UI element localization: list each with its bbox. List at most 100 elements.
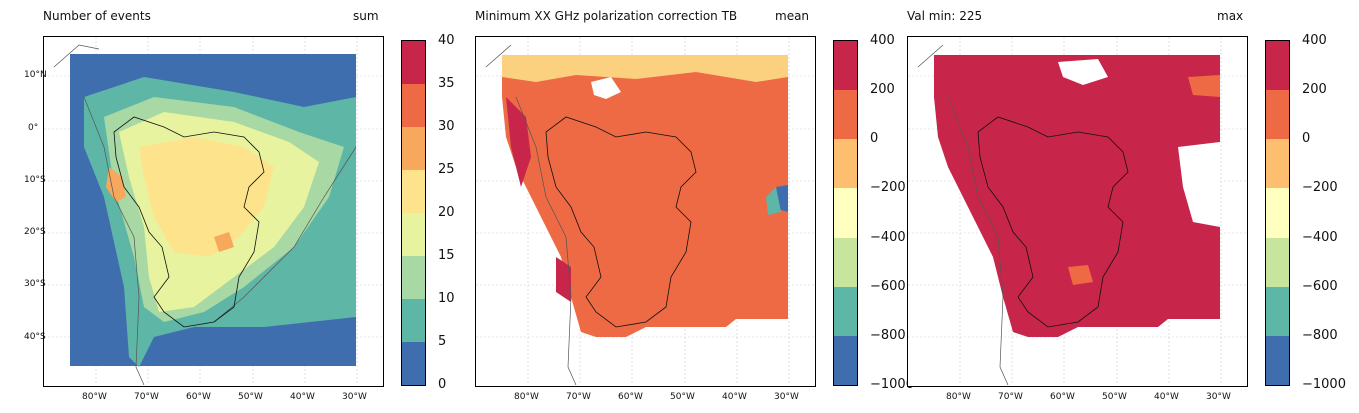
lon-tick: 40°W [1154, 392, 1179, 402]
colorbar-tick: −400 [870, 230, 906, 245]
colorbar-tick: 35 [438, 76, 455, 91]
coastline [917, 44, 1009, 385]
lon-tick: 70°W [998, 392, 1023, 402]
colorbar-tick: −600 [1302, 279, 1338, 294]
colorbar-tick: 10 [438, 291, 455, 306]
colorbar-segment [834, 286, 857, 336]
colorbar-tick: 15 [438, 248, 455, 263]
speckle-green [766, 187, 781, 215]
colorbar-tick: 400 [870, 33, 895, 48]
colorbar-segment [1266, 139, 1289, 189]
colorbar-tick: −800 [1302, 328, 1338, 343]
colorbar-tick: −400 [1302, 230, 1338, 245]
colorbar-tick: 20 [438, 205, 455, 220]
speckle-orange2 [1068, 265, 1093, 285]
colorbar-segment [402, 41, 425, 84]
lon-tick: 50°W [670, 392, 695, 402]
colorbar-tick: 0 [870, 131, 879, 146]
colorbar-tick: −800 [870, 328, 906, 343]
colorbar-segment [1266, 41, 1289, 91]
colorbar-tick: 200 [1302, 82, 1327, 97]
basin-outline [113, 116, 265, 328]
panel2-right-title: mean [775, 9, 810, 23]
speckle-red2 [556, 257, 571, 302]
gap-white2 [1178, 142, 1220, 227]
panel2-map [475, 36, 816, 387]
lon-tick: 30°W [1206, 392, 1231, 402]
lon-tick: 30°W [774, 392, 799, 402]
gap-white [591, 77, 621, 99]
colorbar-tick: 400 [1302, 33, 1327, 48]
colorbar-segment [402, 84, 425, 127]
coastline [485, 44, 577, 385]
colorbar-tick: 40 [438, 33, 455, 48]
panel1-left-title: Number of events [43, 9, 151, 23]
colorbar-tick: −200 [1302, 180, 1338, 195]
colorbar-segment [1266, 188, 1289, 238]
colorbar-segment [834, 335, 857, 385]
colorbar-tick: −600 [870, 279, 906, 294]
panel3-map [907, 36, 1248, 387]
colorbar-segment [834, 41, 857, 91]
colorbar-segment [402, 256, 425, 299]
panel3-colorbar [1265, 40, 1290, 386]
basin-outline [545, 116, 697, 328]
colorbar-tick: 200 [870, 82, 895, 97]
colorbar-segment [402, 127, 425, 170]
panel1-colorbar [401, 40, 426, 386]
lon-tick: 80°W [82, 392, 107, 402]
colorbar-segment [402, 342, 425, 385]
colorbar-tick: 30 [438, 119, 455, 134]
panel3-right-title: max [1217, 9, 1244, 23]
lon-tick: 70°W [566, 392, 591, 402]
basin-outline [977, 116, 1129, 328]
data-field [502, 55, 788, 337]
speckle-upper [502, 55, 788, 82]
lat-tick: 20°S [24, 227, 46, 237]
lon-tick: 40°W [722, 392, 747, 402]
panel1-map [43, 36, 384, 387]
colorbar-segment [1266, 237, 1289, 287]
colorbar-segment [1266, 286, 1289, 336]
lon-tick: 80°W [946, 392, 971, 402]
colorbar-segment [1266, 90, 1289, 140]
colorbar-segment [834, 139, 857, 189]
gap-white [1058, 59, 1108, 85]
panel1-right-title: sum [353, 9, 379, 23]
lat-tick: 30°S [24, 279, 46, 289]
lon-tick: 30°W [342, 392, 367, 402]
lon-tick: 40°W [290, 392, 315, 402]
colorbar-segment [402, 299, 425, 342]
lon-tick: 70°W [134, 392, 159, 402]
colorbar-segment [402, 213, 425, 256]
lon-tick: 50°W [238, 392, 263, 402]
panel2-colorbar [833, 40, 858, 386]
panel2-left-title: Minimum XX GHz polarization correction T… [475, 9, 738, 23]
panel3-left-title: Val min: 225 [907, 9, 983, 23]
colorbar-tick: −200 [870, 180, 906, 195]
density-spot [106, 167, 126, 202]
lon-tick: 50°W [1102, 392, 1127, 402]
colorbar-segment [834, 237, 857, 287]
colorbar-tick: 5 [438, 334, 447, 349]
colorbar-tick: 25 [438, 162, 455, 177]
colorbar-segment [834, 90, 857, 140]
colorbar-segment [402, 170, 425, 213]
colorbar-tick: −1000 [870, 377, 914, 392]
lon-tick: 60°W [618, 392, 643, 402]
colorbar-tick: 0 [438, 377, 447, 392]
density-peak [139, 137, 274, 257]
lon-tick: 80°W [514, 392, 539, 402]
colorbar-segment [1266, 335, 1289, 385]
colorbar-tick: −1000 [1302, 377, 1346, 392]
lat-tick: 40°S [24, 332, 46, 342]
data-field [934, 55, 1220, 337]
colorbar-tick: 0 [1302, 131, 1311, 146]
lon-tick: 60°W [1050, 392, 1075, 402]
lat-tick: 10°N [24, 70, 47, 80]
speckle-orange [1188, 75, 1220, 97]
lat-tick: 10°S [24, 175, 46, 185]
colorbar-segment [834, 188, 857, 238]
lat-tick: 0° [28, 123, 39, 133]
lon-tick: 60°W [186, 392, 211, 402]
